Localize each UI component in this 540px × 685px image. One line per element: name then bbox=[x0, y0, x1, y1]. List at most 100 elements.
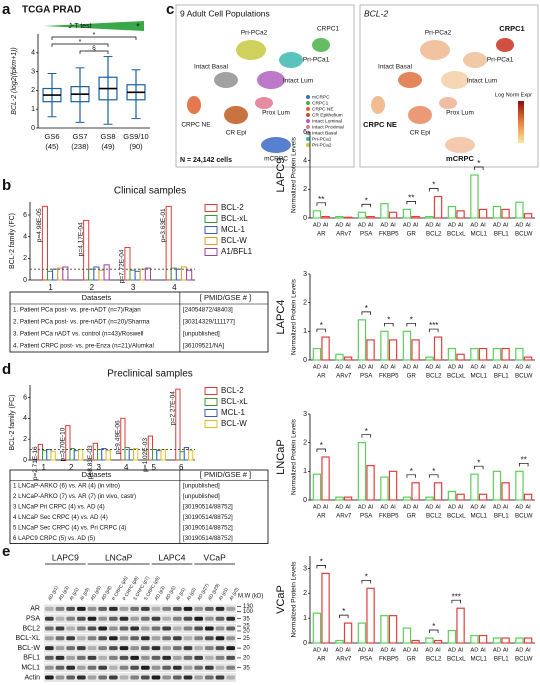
chart-title: Preclinical samples bbox=[107, 369, 193, 380]
series-label: AI bbox=[435, 365, 441, 371]
legend-label: CRPC1 bbox=[312, 100, 329, 106]
x-tick-label: AR bbox=[317, 231, 326, 238]
series-label: AI bbox=[525, 223, 531, 229]
band bbox=[173, 675, 182, 680]
band bbox=[162, 646, 171, 651]
series-label: AD bbox=[425, 648, 433, 654]
band bbox=[151, 636, 161, 641]
series-label: AD bbox=[358, 223, 366, 229]
blot-strip bbox=[44, 604, 236, 614]
n-label: (49) bbox=[101, 142, 115, 151]
table-header: Datasets bbox=[82, 293, 112, 302]
y-tick-label: 0 bbox=[303, 497, 307, 504]
band bbox=[173, 616, 182, 621]
legend-dot bbox=[306, 125, 310, 129]
x-tick-label: GR bbox=[407, 231, 417, 238]
bracket bbox=[429, 629, 439, 634]
bracket bbox=[361, 579, 371, 584]
band bbox=[141, 606, 150, 611]
significance-label: *** bbox=[429, 321, 438, 330]
bar bbox=[523, 213, 533, 219]
bar bbox=[357, 211, 367, 219]
band bbox=[205, 606, 214, 611]
bracket bbox=[339, 614, 349, 619]
bar bbox=[523, 637, 533, 644]
mw-title: M.W (kD) bbox=[238, 594, 263, 600]
band bbox=[162, 626, 171, 631]
series-label: AI bbox=[413, 505, 419, 511]
panel-letter: e bbox=[2, 543, 10, 560]
bracket bbox=[361, 311, 371, 315]
series-label: AI bbox=[480, 365, 486, 371]
cell-cluster bbox=[439, 97, 457, 109]
table-border bbox=[9, 469, 269, 544]
x-tick-label: BFL1 bbox=[494, 513, 509, 520]
series-label: AD bbox=[358, 365, 366, 371]
panel-letter: a bbox=[2, 1, 11, 18]
significance-label: * bbox=[365, 304, 368, 313]
band bbox=[162, 636, 171, 641]
series-label: AI bbox=[503, 365, 509, 371]
series-label: AI bbox=[345, 648, 351, 654]
series-label: AD bbox=[380, 365, 388, 371]
legend-swatch bbox=[204, 398, 218, 406]
cell-cluster bbox=[420, 40, 450, 60]
bar bbox=[188, 450, 194, 461]
y-tick-label: 3 bbox=[303, 411, 307, 418]
bar bbox=[470, 174, 479, 219]
bar bbox=[46, 449, 52, 461]
band bbox=[141, 665, 150, 670]
series-label: AD bbox=[470, 505, 478, 511]
bar bbox=[470, 473, 479, 501]
series-label: AD bbox=[358, 648, 366, 654]
bar bbox=[120, 417, 126, 461]
x-tick-label: 2 bbox=[90, 283, 95, 292]
bar bbox=[312, 210, 322, 219]
lane-label: AI (p1) bbox=[175, 586, 186, 601]
significance-label: ** bbox=[318, 195, 324, 204]
series-label: AI bbox=[458, 365, 464, 371]
bar bbox=[73, 450, 80, 461]
band bbox=[45, 675, 54, 680]
x-tick-label: 1 bbox=[42, 463, 47, 472]
legend-label: CR Epithelium bbox=[312, 112, 343, 118]
y-tick-label: 1 bbox=[303, 468, 307, 475]
x-tick-label: BCLW bbox=[515, 231, 533, 238]
band bbox=[194, 665, 203, 670]
bar bbox=[402, 496, 412, 501]
bar bbox=[46, 270, 54, 281]
mw-label: 25 bbox=[243, 624, 250, 630]
x-tick-label: PSA bbox=[360, 373, 373, 380]
bar bbox=[335, 496, 344, 501]
x-tick-label: BCLW bbox=[515, 373, 533, 380]
series-label: AI bbox=[525, 648, 531, 654]
legend-swatch bbox=[204, 387, 218, 395]
umap-title: 9 Adult Cell Populations bbox=[180, 8, 270, 18]
y-tick-label: 0 bbox=[31, 125, 35, 132]
band bbox=[141, 675, 150, 680]
bar bbox=[97, 449, 103, 461]
bar bbox=[366, 215, 375, 219]
bar bbox=[515, 470, 524, 501]
band bbox=[119, 665, 129, 670]
bar bbox=[366, 587, 375, 644]
mw-label: 100 bbox=[243, 609, 254, 615]
bar bbox=[160, 449, 166, 461]
y-tick-label: 2 bbox=[23, 255, 27, 262]
y-axis-label: Normalized Protein Levels bbox=[291, 418, 298, 495]
bar bbox=[492, 637, 502, 644]
blot-strip bbox=[44, 663, 236, 673]
series-label: AD bbox=[403, 365, 411, 371]
series-label: AI bbox=[413, 648, 419, 654]
y-axis-label: Normalized Protein Levels bbox=[291, 561, 298, 638]
legend-swatch bbox=[204, 215, 218, 223]
bar bbox=[425, 215, 434, 219]
band bbox=[205, 646, 214, 651]
bracket bbox=[316, 328, 326, 333]
x-tick-label: FKBP5 bbox=[379, 231, 399, 238]
band bbox=[119, 675, 129, 680]
bar bbox=[388, 470, 398, 501]
band bbox=[173, 655, 182, 660]
band bbox=[109, 675, 118, 680]
band bbox=[130, 636, 139, 641]
